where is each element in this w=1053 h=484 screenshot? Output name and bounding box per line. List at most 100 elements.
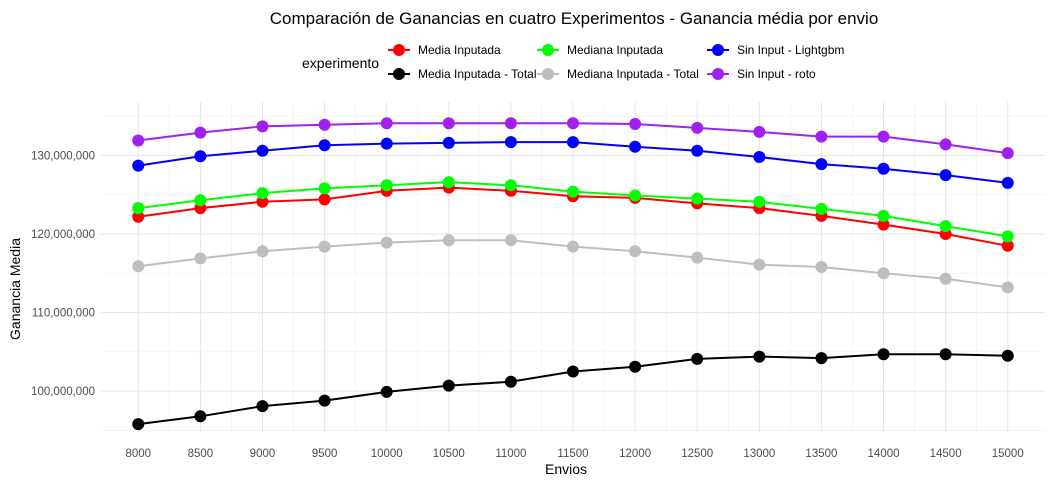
- data-point: [691, 352, 704, 365]
- data-point: [194, 150, 207, 163]
- data-point: [380, 179, 393, 192]
- data-point: [567, 365, 579, 378]
- x-tick-label: 14000: [868, 448, 900, 460]
- y-axis: 100,000,000 110,000,000 120,000,000 130,000…: [31, 150, 95, 398]
- data-point: [132, 202, 145, 215]
- series-group: [132, 176, 1014, 243]
- x-tick-label: 14500: [930, 448, 962, 460]
- legend-key-point: [393, 44, 405, 56]
- series-group: [132, 136, 1014, 189]
- data-point: [815, 202, 828, 215]
- data-point: [256, 195, 269, 208]
- data-point: [939, 138, 952, 151]
- data-point: [256, 245, 269, 258]
- legend-label: Sin Input - Lightgbm: [737, 43, 844, 57]
- x-axis-title: Envios: [545, 461, 587, 477]
- x-tick-label: 12500: [681, 448, 713, 460]
- data-point: [815, 130, 828, 143]
- legend-label: Mediana Inputada: [567, 43, 663, 57]
- chart-title: Comparación de Ganancias en cuatro Exper…: [270, 9, 879, 28]
- x-tick-label: 12000: [619, 448, 651, 460]
- y-tick-label: 110,000,000: [32, 308, 95, 320]
- data-point: [1001, 147, 1014, 160]
- legend-key-point: [712, 68, 724, 80]
- data-point: [132, 210, 145, 223]
- y-tick-label: 120,000,000: [31, 229, 95, 241]
- data-point: [132, 418, 145, 431]
- data-point: [1001, 281, 1014, 294]
- data-point: [504, 375, 517, 388]
- data-point: [629, 245, 642, 258]
- data-point: [629, 118, 642, 130]
- data-point: [691, 192, 704, 205]
- data-point: [877, 267, 890, 280]
- legend-key-point: [712, 44, 724, 56]
- data-point: [504, 179, 517, 192]
- data-point: [256, 400, 269, 413]
- series-group: [132, 117, 1014, 160]
- x-tick-label: 8500: [188, 448, 214, 460]
- data-point: [753, 258, 766, 271]
- data-point: [504, 136, 517, 149]
- data-point: [442, 234, 455, 247]
- y-tick-label: 130,000,000: [31, 150, 95, 162]
- data-point: [318, 118, 331, 131]
- data-point: [629, 140, 642, 153]
- data-point: [132, 159, 145, 172]
- data-point: [318, 193, 331, 206]
- data-point: [318, 182, 331, 195]
- data-point: [753, 195, 766, 208]
- data-point: [629, 360, 642, 373]
- data-point: [442, 136, 455, 149]
- data-point: [504, 234, 517, 247]
- data-point: [442, 379, 455, 392]
- x-tick-label: 11000: [495, 448, 526, 460]
- x-tick-label: 9000: [250, 448, 276, 460]
- data-point: [442, 176, 455, 189]
- data-point: [442, 117, 455, 130]
- x-tick-label: 8000: [125, 448, 151, 460]
- legend-key-point: [393, 68, 405, 80]
- legend-label: Media Inputada - Total: [418, 67, 537, 81]
- legend-label: Mediana Inputada - Total: [567, 67, 699, 81]
- data-point: [567, 185, 579, 198]
- plot-area: [101, 102, 1045, 432]
- legend-items: Media Inputada Media Inputada - Total Medi…: [388, 43, 844, 81]
- data-point: [380, 117, 393, 130]
- series-layer: [132, 117, 1014, 431]
- x-axis: 8000 8500 9000 9500 10000 10500 11000 11500 1200…: [125, 448, 1023, 460]
- legend-item: Media Inputada: [388, 43, 501, 57]
- legend-label: Media Inputada: [418, 43, 501, 57]
- data-point: [380, 385, 393, 398]
- x-tick-label: 9500: [312, 448, 338, 460]
- data-point: [318, 394, 331, 407]
- data-point: [939, 169, 952, 182]
- data-point: [877, 130, 890, 143]
- data-point: [877, 209, 890, 222]
- y-tick-label: 100,000,000: [31, 386, 95, 398]
- data-point: [194, 194, 207, 207]
- data-point: [1001, 349, 1014, 362]
- x-tick-label: 11500: [557, 448, 588, 460]
- data-point: [256, 187, 269, 200]
- legend-title: experimento: [302, 55, 379, 71]
- legend-item: Sin Input - Lightgbm: [707, 43, 844, 57]
- data-point: [691, 121, 704, 134]
- data-point: [877, 162, 890, 175]
- data-point: [256, 144, 269, 157]
- x-tick-label: 13000: [743, 448, 775, 460]
- legend-label: Sin Input - roto: [737, 67, 816, 81]
- data-point: [1001, 176, 1014, 189]
- data-point: [567, 117, 579, 130]
- data-point: [194, 410, 207, 423]
- data-point: [815, 352, 828, 365]
- data-point: [318, 240, 331, 253]
- series-group: [132, 234, 1014, 294]
- legend-item: Mediana Inputada - Total: [537, 67, 699, 81]
- data-point: [753, 151, 766, 163]
- y-axis-title: Ganancia Media: [7, 238, 23, 340]
- data-point: [567, 136, 579, 149]
